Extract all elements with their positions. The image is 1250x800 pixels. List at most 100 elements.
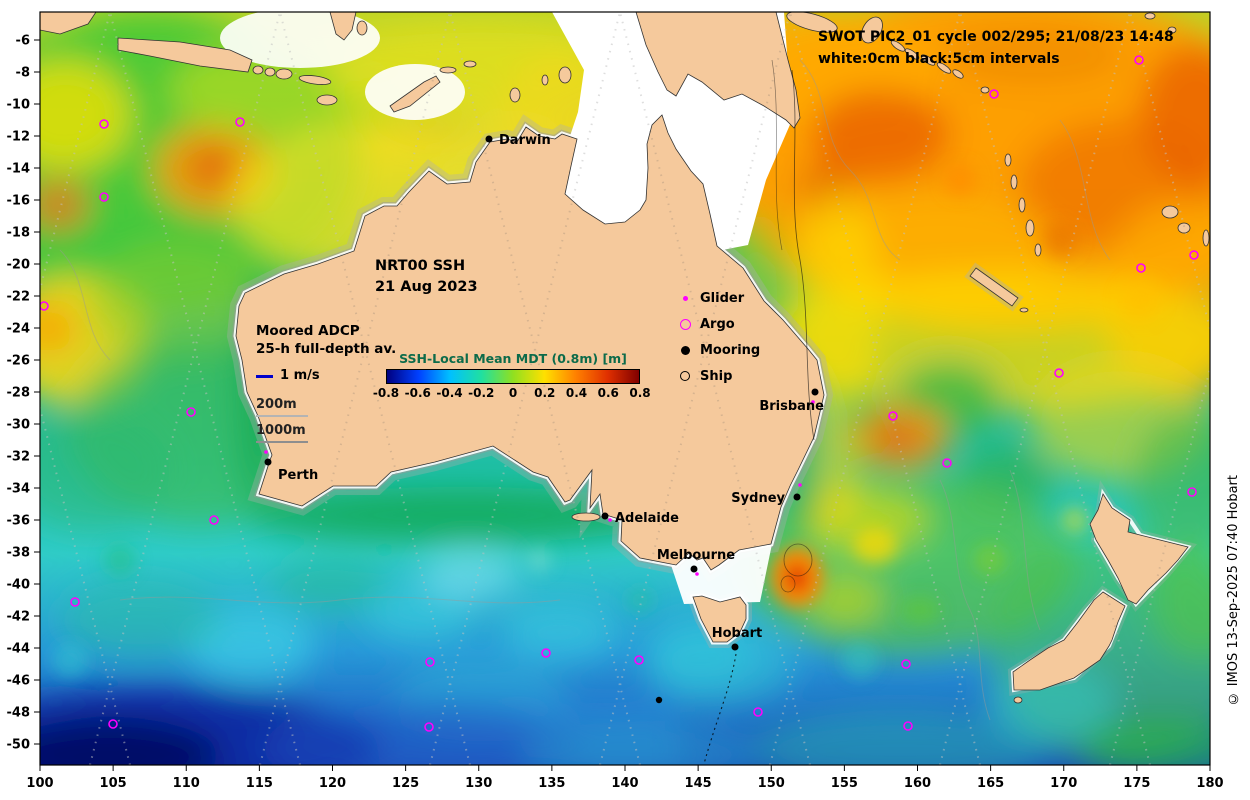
- argo-marker: [186, 407, 196, 417]
- argo-marker: [903, 721, 913, 731]
- city-label-sydney: Sydney: [731, 491, 785, 506]
- swot-annotation-line2: white:0cm black:5cm intervals: [818, 51, 1060, 67]
- vector-line-icon: [256, 374, 273, 378]
- city-label-perth: Perth: [278, 468, 318, 483]
- legend-item-argo: Argo: [678, 311, 760, 337]
- city-marker-darwin: [485, 135, 493, 143]
- y-tick-label: -14: [7, 162, 31, 177]
- y-tick-label: -28: [7, 386, 31, 401]
- argo-marker: [888, 411, 898, 421]
- legend-item-glider: Glider: [678, 285, 760, 311]
- city-label-adelaide: Adelaide: [615, 511, 679, 526]
- argo-marker: [1187, 487, 1197, 497]
- colorbar-tick-label: 0.6: [597, 386, 619, 400]
- landmass-australia: [235, 114, 825, 571]
- x-tick-label: 155: [831, 776, 858, 791]
- colorbar-tick-label: 0: [508, 386, 518, 400]
- landmass-kangaroo-island: [571, 512, 601, 522]
- argo-marker: [99, 119, 109, 129]
- argo-marker: [108, 719, 118, 729]
- y-tick-label: -42: [7, 610, 31, 625]
- argo-marker: [424, 722, 434, 732]
- legend-label-mooring: Mooring: [700, 342, 761, 358]
- map-marker-legend: Glider Argo Mooring Ship: [678, 285, 760, 389]
- legend-label-glider: Glider: [700, 290, 745, 306]
- ship-track: [703, 653, 737, 765]
- legend-item-mooring: Mooring: [678, 337, 760, 363]
- field-title-line1: NRT00 SSH: [375, 258, 466, 274]
- credit-label: © IMOS 13-Sep-2025 07:40 Hobart: [1225, 474, 1241, 706]
- city-label-melbourne: Melbourne: [657, 548, 735, 563]
- mooring-legend-icon: [678, 343, 692, 357]
- x-tick-label: 180: [1196, 776, 1223, 791]
- glider-marker: [695, 572, 699, 576]
- legend-label-ship: Ship: [700, 368, 733, 384]
- y-tick-label: -12: [7, 130, 31, 145]
- x-tick-label: 125: [392, 776, 419, 791]
- y-tick-label: -16: [7, 194, 31, 209]
- y-tick-label: -34: [7, 482, 31, 497]
- x-tick-label: 100: [26, 776, 53, 791]
- field-title: NRT00 SSH 21 Aug 2023: [375, 256, 478, 298]
- adcp-legend: Moored ADCP 25-h full-depth av. 1 m/s 20…: [256, 322, 396, 443]
- landmass-stewart-island: [1013, 696, 1023, 704]
- glider-legend-icon: [678, 291, 692, 305]
- argo-marker: [209, 515, 219, 525]
- colorbar-gradient: [386, 369, 640, 384]
- field-title-line2: 21 Aug 2023: [375, 279, 478, 295]
- argo-marker: [989, 89, 999, 99]
- glider-marker: [798, 483, 802, 487]
- credit-text: © IMOS 13-Sep-2025 07:40 Hobart: [1218, 390, 1248, 790]
- colorbar-tick-label: 0.2: [534, 386, 556, 400]
- y-tick-label: -6: [16, 34, 30, 49]
- mooring-marker: [655, 696, 663, 704]
- city-marker-sydney: [793, 493, 801, 501]
- adcp-vector-sample: 1 m/s: [256, 367, 396, 385]
- argo-marker: [70, 597, 80, 607]
- black-ssh-contours: [771, 59, 815, 593]
- city-label-darwin: Darwin: [499, 133, 551, 148]
- y-tick-label: -30: [7, 418, 31, 433]
- city-marker-adelaide: [601, 512, 609, 520]
- glider-marker: [608, 518, 612, 522]
- argo-marker: [1054, 368, 1064, 378]
- argo-marker: [942, 458, 952, 468]
- x-tick-label: 115: [246, 776, 273, 791]
- argo-marker: [634, 655, 644, 665]
- colorbar-tick-label: 0.8: [629, 386, 651, 400]
- contour-1000m-label: 1000m: [256, 422, 308, 443]
- x-tick-label: 150: [758, 776, 785, 791]
- city-marker-perth: [264, 458, 272, 466]
- argo-marker: [901, 659, 911, 669]
- x-tick-label: 175: [1123, 776, 1150, 791]
- argo-marker: [425, 657, 435, 667]
- adcp-legend-line1: Moored ADCP: [256, 323, 360, 339]
- landmass-sumatra-tip: [40, 12, 97, 35]
- city-marker-melbourne: [690, 565, 698, 573]
- x-tick-label: 130: [465, 776, 492, 791]
- y-tick-label: -24: [7, 322, 31, 337]
- marker-layer: Darwin Perth Adelaide Melbourne Hobart Sydney…: [40, 55, 1199, 732]
- colorbar-tick-label: -0.4: [436, 386, 463, 400]
- bathymetry-contours: [59, 59, 1111, 721]
- legend-item-ship: Ship: [678, 363, 760, 389]
- contour-200m-label: 200m: [256, 396, 308, 417]
- x-tick-label: 145: [685, 776, 712, 791]
- landmass-fiji: [1161, 205, 1179, 219]
- argo-marker: [753, 707, 763, 717]
- x-tick-label: 135: [538, 776, 565, 791]
- landmasses: [40, 12, 1210, 704]
- y-tick-label: -8: [16, 66, 30, 81]
- axis-layer: 100 105 110 115 120 125 130 135 140 145 150 155 160 1…: [7, 34, 1224, 792]
- vector-label: 1 m/s: [280, 368, 320, 383]
- x-tick-label: 105: [100, 776, 127, 791]
- x-tick-label: 140: [611, 776, 638, 791]
- city-marker-hobart: [731, 643, 739, 651]
- argo-legend-icon: [678, 317, 692, 331]
- landmass-new-guinea: [635, 12, 801, 129]
- x-tick-label: 165: [977, 776, 1004, 791]
- y-tick-label: -22: [7, 290, 31, 305]
